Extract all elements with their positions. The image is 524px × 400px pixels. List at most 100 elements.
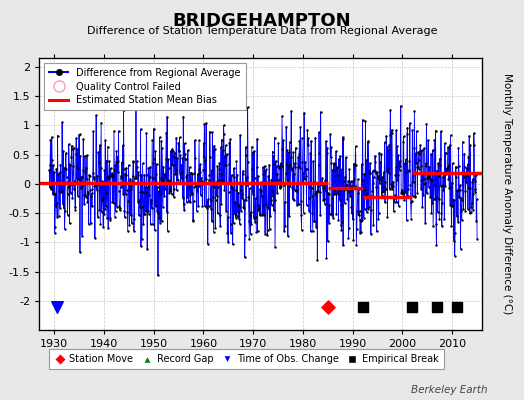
Point <box>163 228 172 234</box>
Point <box>421 180 429 186</box>
Point <box>388 126 396 133</box>
Point <box>304 194 313 201</box>
Point <box>220 122 228 129</box>
Point <box>70 186 79 192</box>
Point <box>443 165 451 172</box>
Point <box>462 179 471 186</box>
Point <box>456 245 465 252</box>
Point <box>88 203 96 210</box>
Point <box>141 189 150 195</box>
Point <box>350 176 358 183</box>
Point <box>399 190 407 197</box>
Point <box>235 216 243 222</box>
Point <box>452 164 460 170</box>
Point <box>389 182 397 189</box>
Point <box>92 112 100 118</box>
Point <box>173 155 181 162</box>
Point <box>226 136 234 143</box>
Point <box>329 160 337 166</box>
Point <box>318 180 326 187</box>
Point <box>186 199 194 206</box>
Point <box>283 177 291 183</box>
Point <box>331 191 340 197</box>
Point <box>136 204 144 211</box>
Point <box>122 172 130 178</box>
Point <box>75 176 83 182</box>
Point <box>150 227 159 233</box>
Point <box>211 146 219 152</box>
Point <box>442 171 450 178</box>
Point <box>67 154 75 160</box>
Point <box>254 173 262 179</box>
Point <box>168 146 176 152</box>
Point <box>98 197 106 203</box>
Point <box>401 156 410 162</box>
Point <box>453 188 461 194</box>
Point <box>205 128 214 135</box>
Point <box>263 203 271 210</box>
Point <box>246 185 254 191</box>
Point <box>453 213 461 220</box>
Point <box>462 170 470 177</box>
Point <box>309 158 318 164</box>
Point <box>397 190 406 196</box>
Point <box>267 196 275 203</box>
Point <box>132 174 140 180</box>
Point <box>166 188 174 194</box>
Point <box>370 168 379 174</box>
Point <box>213 163 222 169</box>
Point <box>328 212 336 218</box>
Point <box>343 182 351 188</box>
Point <box>326 154 335 160</box>
Point <box>231 210 239 217</box>
Point <box>391 171 399 178</box>
Point <box>470 142 478 148</box>
Point <box>48 134 56 140</box>
Point <box>167 161 176 168</box>
Point <box>412 160 420 167</box>
Point <box>376 159 384 166</box>
Point <box>324 190 333 197</box>
Point <box>366 169 375 176</box>
Point <box>170 194 178 200</box>
Point <box>280 199 289 205</box>
Point <box>249 214 258 221</box>
Point <box>307 138 315 144</box>
Point <box>179 114 188 120</box>
Point <box>406 120 414 126</box>
Point <box>245 218 253 224</box>
Point <box>185 164 194 170</box>
Point <box>117 172 125 179</box>
Point <box>434 160 442 166</box>
Point <box>361 186 369 193</box>
Point <box>234 189 243 196</box>
Point <box>239 168 247 174</box>
Point <box>277 160 285 166</box>
Point <box>271 197 280 203</box>
Point <box>144 208 152 214</box>
Point <box>84 191 92 197</box>
Point <box>283 147 292 154</box>
Point <box>166 186 174 192</box>
Point <box>214 177 223 183</box>
Point <box>194 203 202 210</box>
Point <box>465 132 473 139</box>
Point <box>383 214 391 221</box>
Point <box>224 189 233 195</box>
Point <box>223 151 231 158</box>
Point <box>319 185 327 191</box>
Point <box>311 188 320 195</box>
Point <box>287 108 296 114</box>
Point <box>257 179 265 186</box>
Point <box>60 165 68 171</box>
Point <box>449 160 457 166</box>
Point <box>110 128 118 134</box>
Point <box>240 197 248 203</box>
Point <box>449 196 457 203</box>
Point <box>317 179 325 186</box>
Point <box>248 191 257 197</box>
Point <box>78 232 86 239</box>
Point <box>456 182 464 188</box>
Point <box>72 135 80 142</box>
Point <box>253 136 261 142</box>
